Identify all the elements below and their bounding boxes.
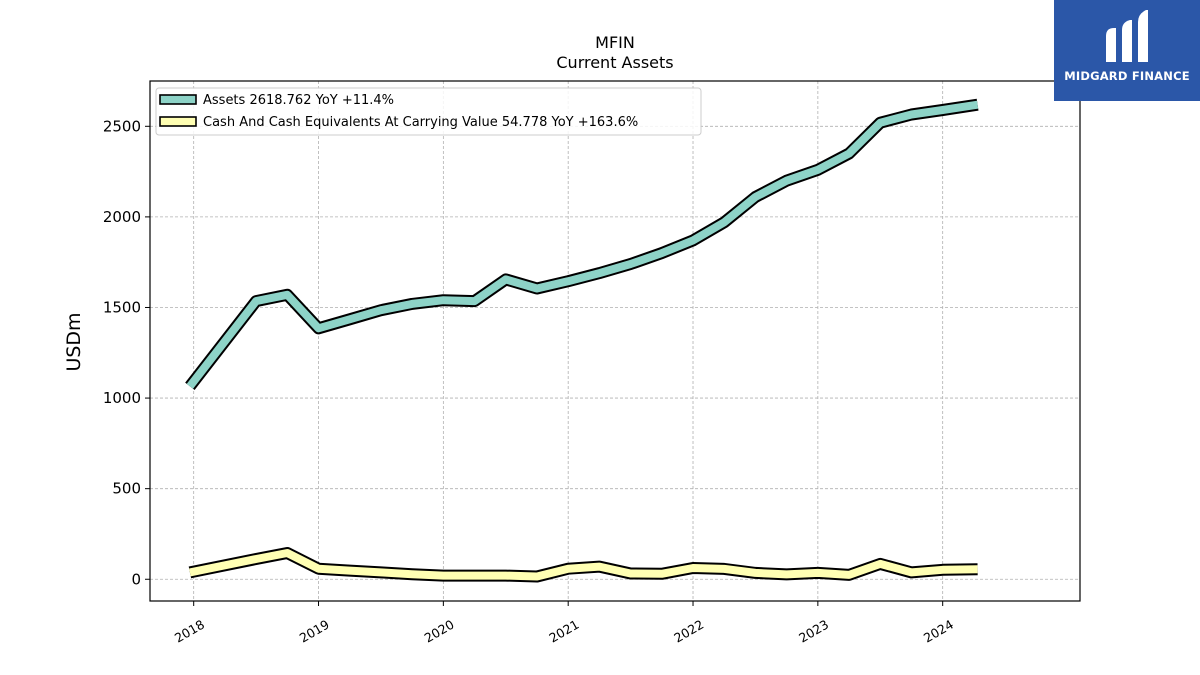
x-tick-label: 2022 (671, 617, 706, 646)
y-axis-label: USDm (63, 312, 85, 371)
x-tick-label: 2023 (796, 617, 831, 646)
y-tick-label: 500 (112, 480, 141, 498)
y-tick-label: 2500 (103, 117, 141, 135)
legend-swatch-cash (159, 116, 197, 127)
chart-title: MFIN (595, 33, 635, 52)
series-line-0 (186, 100, 979, 389)
brand-logo-mark-icon (1106, 10, 1148, 62)
chart-subtitle: Current Assets (556, 53, 673, 72)
chart-legend: Assets 2618.762 YoY +11.4% Cash And Cash… (155, 87, 702, 136)
legend-swatch-assets (159, 94, 197, 105)
x-tick-label: 2021 (546, 617, 581, 646)
legend-label-assets: Assets 2618.762 YoY +11.4% (203, 93, 394, 108)
x-ticks: 2018 2019 2020 2021 2022 2023 2024 (172, 601, 956, 646)
brand-logo: MIDGARD FINANCE (1054, 0, 1200, 101)
y-ticks: 0 500 1000 1500 2000 2500 (103, 117, 150, 588)
x-tick-label: 2020 (422, 617, 457, 646)
y-tick-label: 1000 (103, 389, 141, 407)
x-tick-label: 2018 (172, 617, 207, 646)
plot-frame (149, 80, 1081, 602)
y-tick-label: 0 (131, 570, 141, 588)
y-tick-label: 2000 (103, 208, 141, 226)
x-tick-label: 2024 (921, 617, 956, 646)
x-tick-label: 2019 (297, 617, 332, 646)
legend-box (155, 87, 702, 136)
chart-series (185, 98, 979, 583)
brand-logo-text: MIDGARD FINANCE (1064, 69, 1190, 83)
legend-label-cash: Cash And Cash Equivalents At Carrying Va… (203, 115, 638, 130)
chart-grid (150, 81, 1080, 601)
y-tick-label: 1500 (103, 298, 141, 316)
